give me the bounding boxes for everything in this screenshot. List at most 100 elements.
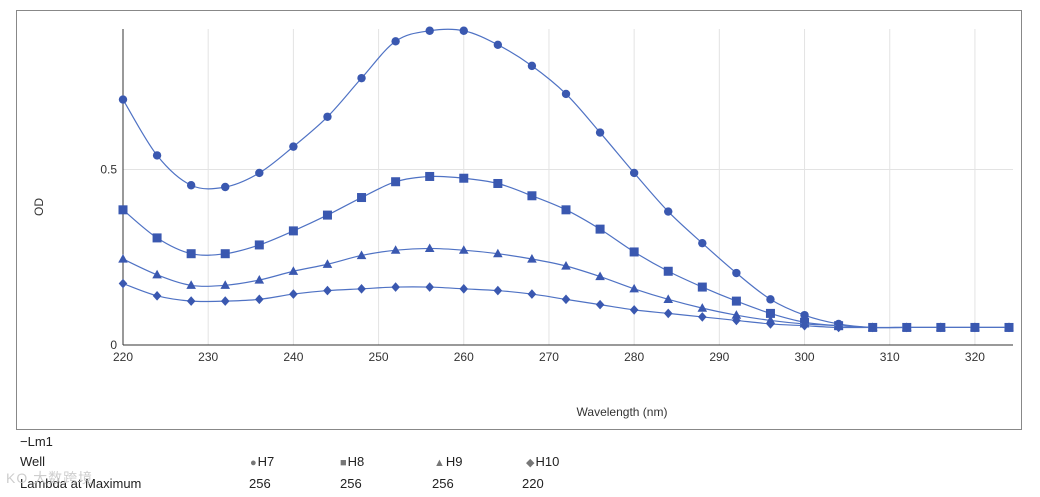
lambda-h8: 256 [340,476,362,491]
well-row-label: Well [20,454,46,469]
data-point [493,178,503,188]
data-point [629,305,639,315]
y-tick-label: 0 [110,338,117,352]
legend-table: −Lm1 Well Lambda at Maximum ●H7 ■H8 ▲H9 … [18,432,1018,497]
data-point [800,310,809,320]
data-point [323,285,332,296]
data-point [902,322,912,333]
well-h9: ▲H9 [434,454,463,469]
data-point [425,171,435,181]
data-point [255,168,264,178]
data-point [663,266,673,276]
data-point [118,278,128,289]
data-point [732,268,741,278]
data-point [936,322,946,333]
data-point [595,224,605,234]
x-tick-label: 270 [539,350,559,364]
data-point [221,182,230,192]
series-line [122,247,1009,329]
y-tick-label: 0.5 [100,162,117,176]
series-line [122,282,1009,329]
well-h8: ■H8 [340,454,364,469]
data-point [765,308,775,318]
od-wavelength-chart: 220 230 240 250 260 270 280 290 300 310 320 0 0.5 Wav… [32,26,1014,419]
circle-marker-icon: ● [250,457,257,469]
data-point [766,295,775,304]
series-h7 [118,26,1014,332]
data-point [561,89,571,99]
lambda-h7: 256 [249,476,271,491]
data-point [152,269,162,279]
y-axis-title: OD [32,198,46,216]
data-point [118,253,128,263]
data-point [629,247,639,257]
data-point [527,61,537,71]
data-point [527,191,537,201]
data-point [629,168,639,178]
data-point [595,299,605,310]
data-point [323,112,332,121]
x-tick-label: 300 [795,350,815,364]
x-tick-label: 240 [283,350,303,364]
data-point [118,95,128,104]
data-point [357,193,367,203]
data-point [732,315,741,326]
data-point [595,128,605,137]
triangle-marker-icon: ▲ [434,457,445,469]
x-tick-label: 250 [369,350,389,364]
well-h7: ●H7 [250,454,274,469]
data-point [459,284,469,294]
well-name: H10 [535,454,560,469]
data-point [322,259,333,268]
series-h8 [118,171,1014,332]
data-point [664,207,673,216]
data-point [289,142,298,151]
data-point [255,294,264,305]
data-point [425,26,434,35]
x-tick-label: 260 [454,350,474,364]
series-line [122,175,1009,329]
data-point [186,296,196,306]
watermark-logo: KO 大数跨境 [6,470,94,486]
data-point [220,249,230,259]
data-point [254,240,264,250]
data-point [152,233,162,243]
data-point [391,37,400,46]
data-point [766,319,775,329]
x-tick-label: 320 [965,350,985,364]
lambda-row-label: Lambda at Maximum [20,476,142,491]
data-point [459,173,469,183]
x-tick-label: 220 [113,350,133,364]
data-point [424,243,435,253]
data-point [1004,322,1014,333]
lambda-h9: 256 [432,476,454,491]
data-point [459,26,468,35]
data-point [561,294,571,305]
data-point [663,308,673,319]
well-h10: ◆H10 [526,454,559,469]
x-axis-title: Wavelength (nm) [577,405,668,419]
data-point [186,181,196,190]
data-point [356,250,367,260]
data-point [561,261,571,270]
data-point [595,271,605,281]
series-h9 [118,243,1014,332]
diamond-marker-icon: ◆ [526,457,535,469]
data-point [254,275,265,284]
data-point [152,291,162,301]
data-point [357,73,366,83]
data-point [970,322,980,333]
chart-frame: 220 230 240 250 260 270 280 290 300 310 320 0 0.5 Wav… [16,10,1022,430]
x-tick-label: 310 [880,350,900,364]
series-tag: −Lm1 [20,434,53,449]
data-point [527,289,537,299]
data-point [425,282,434,292]
data-point [663,294,674,303]
data-point [697,303,708,312]
well-name: H9 [445,454,463,469]
x-tick-label: 280 [624,350,644,364]
data-point [731,310,742,319]
data-point [186,280,196,289]
data-point [629,283,639,293]
data-point [220,296,230,306]
